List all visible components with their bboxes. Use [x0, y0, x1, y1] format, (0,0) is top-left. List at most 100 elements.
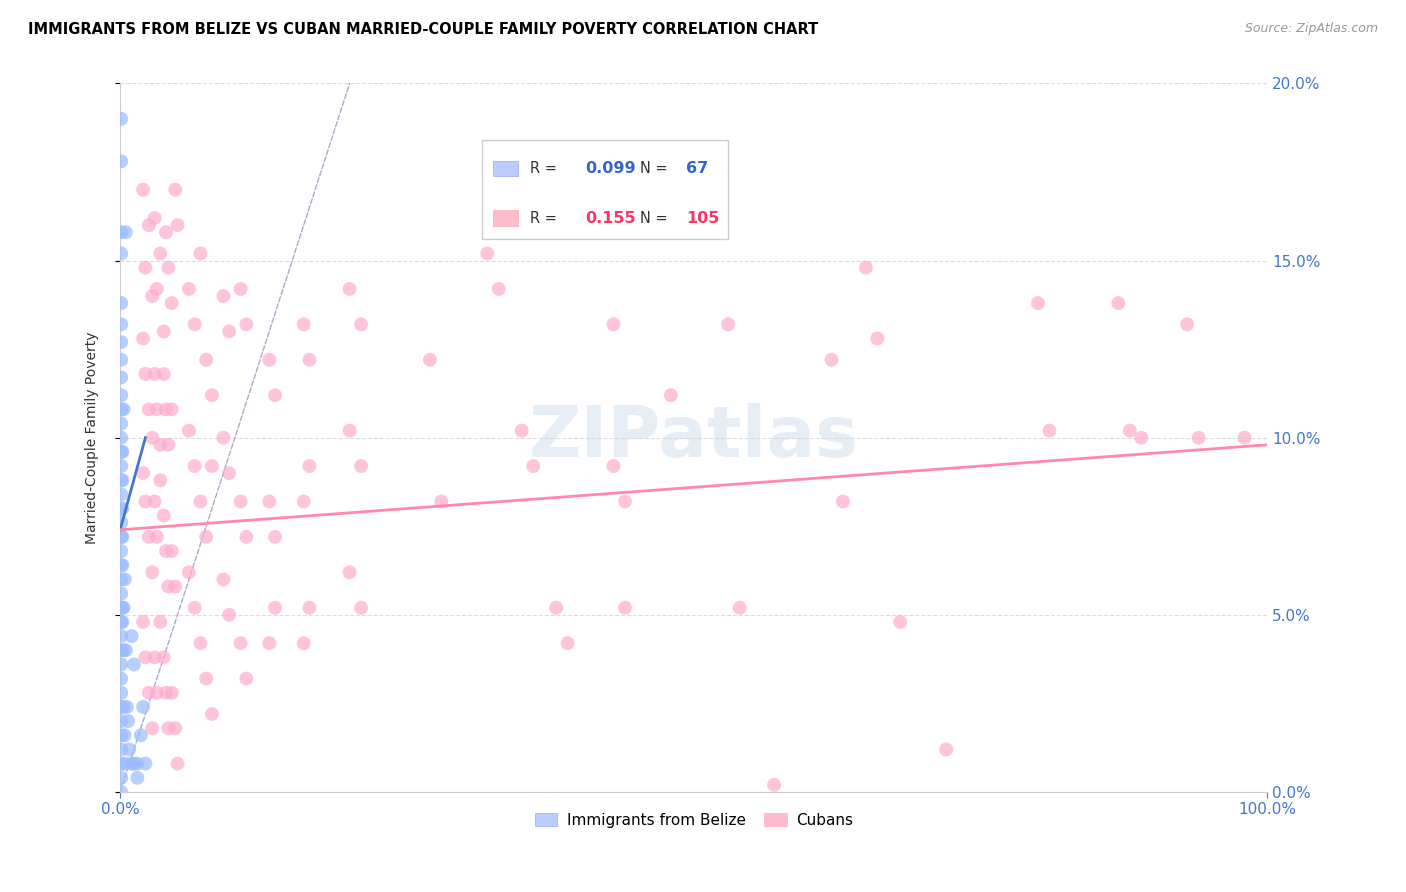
Point [114, 756, 136, 771]
Point [1188, 431, 1211, 445]
Point [155, 544, 177, 558]
Point [419, 352, 441, 367]
Point [155, 225, 177, 239]
Point [143, 650, 166, 665]
Point [110, 246, 132, 260]
Point [134, 367, 156, 381]
Point [110, 370, 132, 384]
Point [110, 686, 132, 700]
Point [138, 686, 160, 700]
Point [110, 318, 132, 332]
Point [110, 154, 132, 169]
Point [112, 700, 135, 714]
Point [177, 424, 200, 438]
Point [190, 246, 212, 260]
Point [183, 600, 205, 615]
Point [229, 636, 252, 650]
Point [110, 388, 132, 402]
Point [110, 756, 132, 771]
Point [165, 183, 187, 197]
Point [110, 487, 132, 501]
Point [110, 516, 132, 530]
Point [146, 530, 169, 544]
Point [111, 600, 134, 615]
Point [717, 318, 740, 332]
Point [111, 530, 134, 544]
Point [110, 445, 132, 459]
Point [146, 402, 169, 417]
Point [1175, 318, 1198, 332]
Point [350, 318, 373, 332]
Point [114, 728, 136, 742]
Point [152, 650, 174, 665]
Point [138, 402, 160, 417]
Point [141, 431, 163, 445]
Point [110, 600, 132, 615]
Point [298, 458, 321, 473]
Point [118, 742, 141, 756]
Point [110, 417, 132, 431]
Text: N =: N = [640, 211, 672, 226]
Point [218, 607, 240, 622]
Point [190, 494, 212, 508]
Point [132, 183, 155, 197]
Point [820, 352, 842, 367]
Point [602, 318, 624, 332]
Point [110, 402, 132, 417]
Point [477, 246, 499, 260]
Point [557, 636, 579, 650]
Point [229, 494, 252, 508]
Point [143, 211, 166, 225]
Point [298, 352, 321, 367]
Point [264, 388, 287, 402]
Point [110, 615, 132, 629]
Point [110, 700, 132, 714]
Point [110, 742, 132, 756]
Point [1107, 296, 1129, 310]
Point [115, 643, 138, 657]
Point [1119, 424, 1142, 438]
Point [143, 367, 166, 381]
Text: R =: R = [530, 211, 561, 226]
Point [292, 636, 315, 650]
Point [134, 260, 156, 275]
Point [110, 672, 132, 686]
Point [117, 714, 139, 728]
Point [166, 756, 188, 771]
Point [132, 700, 155, 714]
Point [157, 579, 180, 593]
Point [157, 260, 180, 275]
Point [229, 282, 252, 296]
Point [111, 501, 134, 516]
Point [127, 771, 149, 785]
Point [430, 494, 453, 508]
Point [110, 458, 132, 473]
Point [149, 473, 172, 487]
Point [165, 579, 187, 593]
Point [218, 466, 240, 480]
Point [111, 615, 134, 629]
Point [129, 728, 152, 742]
Point [132, 331, 155, 345]
Point [110, 573, 132, 587]
Point [201, 706, 224, 721]
Point [546, 600, 568, 615]
Point [259, 494, 281, 508]
Point [111, 445, 134, 459]
Point [141, 566, 163, 580]
Point [138, 218, 160, 232]
Point [112, 600, 135, 615]
Point [235, 318, 257, 332]
Point [160, 686, 183, 700]
Point [195, 530, 218, 544]
Point [1026, 296, 1049, 310]
Point [602, 458, 624, 473]
Point [195, 672, 218, 686]
Point [160, 544, 183, 558]
Point [110, 586, 132, 600]
Text: 0.155: 0.155 [585, 211, 636, 226]
Point [212, 289, 235, 303]
Point [201, 388, 224, 402]
Point [127, 756, 149, 771]
Point [190, 636, 212, 650]
